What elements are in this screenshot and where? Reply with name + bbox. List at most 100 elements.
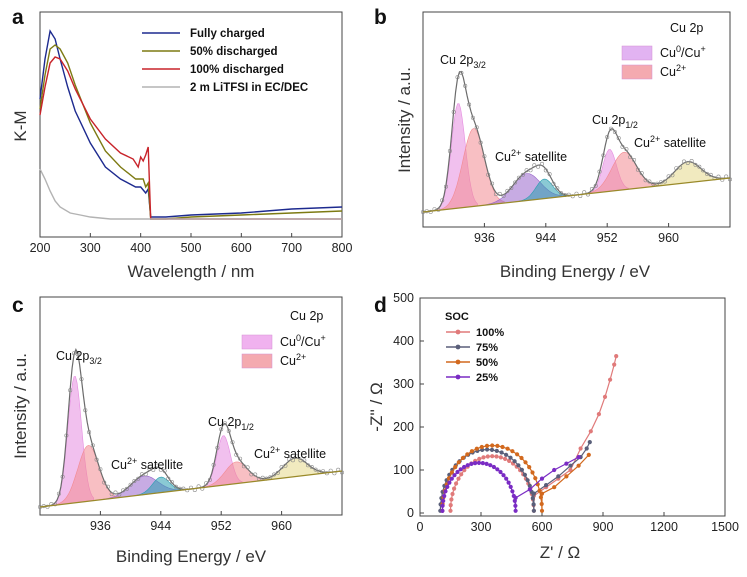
panel-b-anno-satellite-1-main: Cu bbox=[495, 150, 511, 164]
panel-d-data-point bbox=[537, 488, 542, 493]
panel-b-raw-data-point bbox=[635, 167, 640, 172]
panel-d-data-point bbox=[452, 486, 457, 491]
panel-c-raw-data-point bbox=[313, 467, 318, 472]
panel-d-ytick-label: 400 bbox=[393, 334, 414, 348]
panel-b-anno-satellite-2: Cu2+ satellite bbox=[634, 134, 706, 150]
panel-d-data-point bbox=[477, 456, 482, 461]
panel-c-raw-data-point bbox=[302, 458, 307, 463]
panel-c-raw-data-point bbox=[166, 476, 171, 481]
panel-c-raw-data-point bbox=[87, 430, 92, 435]
panel-c-anno-satellite-1: Cu2+ satellite bbox=[111, 456, 183, 472]
panel-d-data-point bbox=[441, 498, 446, 503]
panel-b-raw-data-point bbox=[697, 164, 702, 169]
panel-c-raw-data-point bbox=[309, 464, 314, 469]
panel-b-legend-swatch bbox=[621, 64, 653, 80]
panel-c-raw-data-point bbox=[139, 472, 144, 477]
panel-d-data-point bbox=[462, 464, 467, 470]
panel-c-anno-satellite-2-sup: 2+ bbox=[270, 445, 280, 455]
panel-c-raw-data-point bbox=[60, 474, 65, 479]
panel-c-raw-data-point bbox=[204, 481, 209, 486]
panel-b-raw-data-point bbox=[551, 181, 556, 186]
panel-d-data-point bbox=[484, 461, 489, 466]
panel-b-raw-data-point bbox=[443, 184, 448, 189]
panel-d-data-point bbox=[584, 446, 589, 451]
panel-d-data-point bbox=[476, 460, 482, 465]
panel-b-raw-data-point bbox=[647, 179, 652, 184]
panel-b-raw-data-point bbox=[685, 161, 690, 166]
panel-d-legend-title: SOC bbox=[445, 311, 469, 323]
panel-b-baseline bbox=[422, 177, 731, 213]
panel-b-anno-satellite-1-sup: 2+ bbox=[511, 148, 521, 158]
panel-d-xtick-label: 900 bbox=[593, 520, 614, 534]
panel-c-xtick-label: 960 bbox=[271, 519, 292, 533]
panel-d-data-point bbox=[539, 491, 545, 496]
panel-d-ytick-label: 100 bbox=[393, 463, 414, 477]
panel-c-raw-data-point bbox=[151, 467, 156, 472]
panel-letter-d: d bbox=[374, 294, 387, 317]
panel-d-data-point bbox=[491, 464, 496, 470]
panel-c-raw-data-point bbox=[121, 488, 126, 493]
panel-c-legend-label-main: Cu bbox=[280, 335, 296, 349]
panel-letter-b: b bbox=[374, 6, 387, 29]
panel-b-anno-2p12-main: Cu 2p bbox=[592, 113, 625, 127]
panel-d-data-point bbox=[527, 465, 532, 470]
panel-d-data-point bbox=[508, 484, 513, 489]
panel-c-raw-data-point bbox=[173, 484, 178, 489]
panel-a-xtick-label: 600 bbox=[231, 241, 252, 255]
panel-b-legend-label: Cu0/Cu+ bbox=[660, 44, 706, 60]
panel-c-legend-label-sup2: + bbox=[320, 333, 325, 343]
panel-d-data-point bbox=[484, 443, 490, 448]
panel-d-data-point bbox=[462, 468, 467, 473]
panel-d-data-point bbox=[449, 476, 454, 481]
panel-d-data-point bbox=[602, 394, 608, 399]
panel-d-data-point bbox=[564, 474, 569, 479]
panel-a-series-line bbox=[39, 44, 343, 220]
panel-c-raw-data-point bbox=[245, 465, 250, 470]
panel-a-xtick-label: 300 bbox=[80, 241, 101, 255]
panel-b-raw-data-point bbox=[490, 181, 495, 186]
panel-b-ylabel: Intensity / a.u. bbox=[395, 67, 414, 173]
panel-a-series-line bbox=[39, 168, 342, 220]
panel-d-legend-swatch-marker bbox=[455, 359, 461, 365]
panel-c-raw-data-point bbox=[298, 458, 303, 463]
panel-b-xtick-label: 936 bbox=[474, 231, 495, 245]
panel-b-raw-data-point bbox=[605, 135, 610, 140]
panel-d-data-point bbox=[568, 467, 573, 473]
panel-c-anno-satellite-1-main: Cu bbox=[111, 458, 127, 472]
panel-c-anno-satellite-1-rest: satellite bbox=[137, 458, 183, 472]
panel-c-legend-label-mid: /Cu bbox=[301, 335, 321, 349]
panel-d-data-point bbox=[513, 503, 518, 508]
panel-d-data-point bbox=[447, 480, 452, 485]
panel-d-data-point bbox=[449, 470, 454, 475]
panel-b-raw-data-point bbox=[593, 183, 598, 188]
panel-b-raw-data-point bbox=[543, 168, 548, 173]
panel-b-raw-data-point bbox=[536, 164, 541, 169]
panel-c-raw-data-point bbox=[162, 468, 167, 473]
panel-c-raw-data-point bbox=[211, 462, 216, 467]
panel-d-data-point bbox=[500, 444, 505, 450]
panel-d-data-point bbox=[455, 469, 460, 475]
panel-c-raw-data-point bbox=[72, 351, 77, 356]
panel-d-ytick-label: 0 bbox=[407, 506, 414, 520]
panel-b-raw-data-point bbox=[555, 186, 560, 191]
panel-d-data-point bbox=[456, 460, 461, 465]
panel-b-raw-data-point bbox=[666, 174, 671, 179]
panel-d-ytick-label: 300 bbox=[393, 377, 414, 391]
panel-c-anno-satellite-1-sup: 2+ bbox=[127, 456, 137, 466]
panel-b-raw-data-point bbox=[532, 163, 537, 168]
panel-c-raw-data-point bbox=[113, 490, 118, 495]
panel-b-raw-data-point bbox=[612, 130, 617, 135]
panel-a-legend-label: 100% discharged bbox=[190, 64, 284, 76]
panel-c-raw-data-point bbox=[147, 467, 152, 472]
panel-c-raw-data-point bbox=[102, 480, 107, 485]
panel-c-raw-data-point bbox=[226, 428, 231, 433]
panel-d-data-point bbox=[510, 489, 515, 494]
panel-d-data-point bbox=[608, 377, 613, 382]
panel-b-raw-data-point bbox=[662, 179, 667, 184]
panel-d-data-point bbox=[458, 467, 463, 472]
panel-b-anno-satellite-2-main: Cu bbox=[634, 136, 650, 150]
panel-d-data-point bbox=[533, 476, 538, 481]
panel-b-raw-data-point bbox=[639, 171, 644, 176]
panel-letter-a: a bbox=[12, 6, 24, 29]
panel-d: 0 300 600 900 1200 1500 0 100 200 300 400 500 Z' / … bbox=[367, 291, 739, 562]
